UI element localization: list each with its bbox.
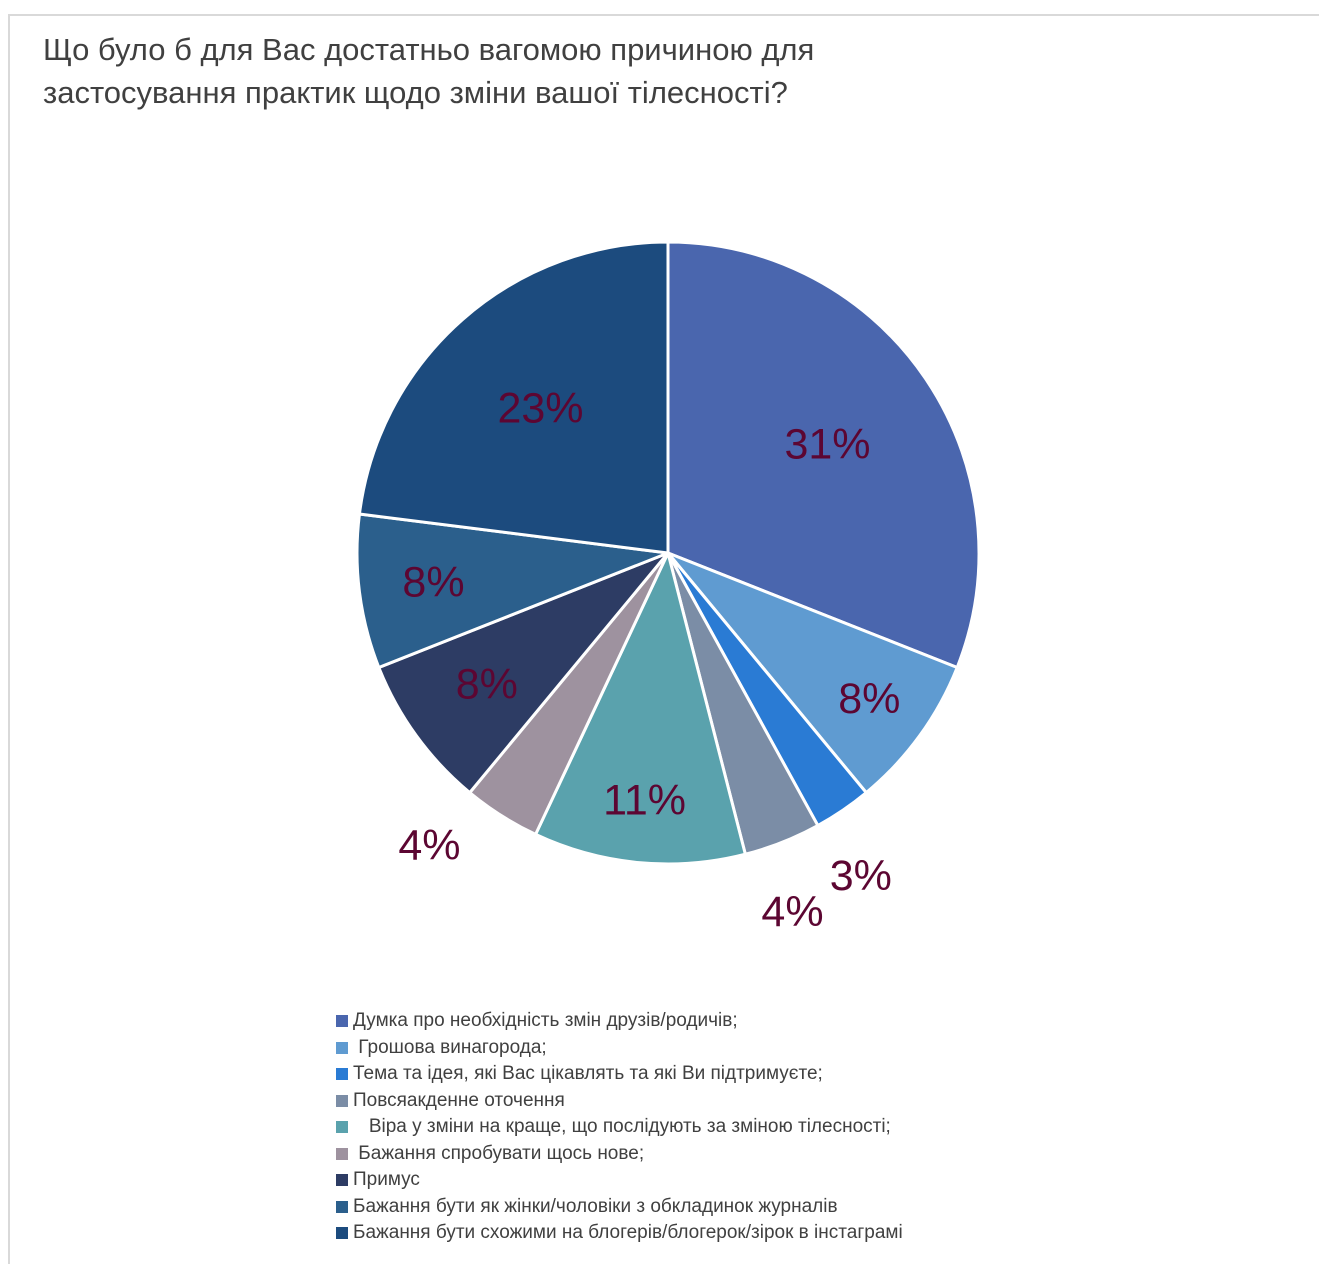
pie-data-label: 31% (784, 421, 870, 469)
pie-slice (357, 240, 670, 555)
legend-label: Грошова винагорода; (353, 1036, 547, 1058)
pie-data-label: 23% (497, 384, 583, 432)
pie-slices (355, 240, 981, 866)
legend-label: Віра у зміни на краще, що послідують за … (353, 1116, 891, 1138)
legend-item: Думка про необхідність змін друзів/родич… (336, 1008, 1236, 1035)
pie-data-label: 11% (603, 777, 686, 825)
pie-data-label: 8% (456, 661, 518, 709)
chart-legend: Думка про необхідність змін друзів/родич… (336, 1008, 1236, 1247)
legend-swatch (336, 1174, 348, 1187)
legend-item: Бажання бути схожими на блогерів/блогеро… (336, 1220, 1236, 1247)
legend-item: Грошова винагорода; (336, 1035, 1236, 1062)
legend-swatch (336, 1094, 348, 1107)
pie-slice (355, 512, 670, 669)
pie-data-label: 8% (402, 559, 464, 607)
legend-label: Повсяакденне оточення (353, 1089, 565, 1111)
pie-data-label: 8% (838, 675, 900, 723)
legend-label: Бажання бути схожими на блогерів/блогеро… (353, 1222, 903, 1244)
legend-swatch (336, 1015, 348, 1028)
legend-swatch (336, 1068, 348, 1081)
pie-slice (666, 551, 959, 795)
legend-label: Бажання бути як жінки/чоловіки з обклади… (353, 1195, 838, 1217)
legend-label: Бажання спробувати щось нове; (353, 1142, 645, 1164)
pie-data-label: 3% (830, 852, 892, 900)
pie-slice (377, 551, 670, 795)
legend-item: Бажання спробувати щось нове; (336, 1141, 1236, 1168)
legend-item: Бажання бути як жінки/чоловіки з обклади… (336, 1194, 1236, 1221)
pie-data-label: 4% (398, 822, 460, 870)
legend-swatch (336, 1121, 348, 1134)
legend-swatch (336, 1147, 348, 1160)
pie-data-label: 4% (761, 888, 823, 936)
legend-item: Повсяакденне оточення (336, 1088, 1236, 1115)
legend-label: Примус (353, 1169, 420, 1191)
pie-slice (534, 551, 747, 866)
legend-item: Віра у зміни на краще, що послідують за … (336, 1114, 1236, 1141)
legend-item: Тема та ідея, які Вас цікавлять та які В… (336, 1061, 1236, 1088)
legend-swatch (336, 1227, 348, 1240)
legend-label: Думка про необхідність змін друзів/родич… (353, 1010, 738, 1032)
legend-swatch (336, 1200, 348, 1213)
legend-label: Тема та ідея, які Вас цікавлять та які В… (353, 1063, 823, 1085)
pie-data-labels: 31%8%3%4%11%4%8%8%23% (398, 384, 900, 936)
legend-swatch (336, 1041, 348, 1054)
chart-title: Що було б для Вас достатньо вагомою прич… (43, 32, 815, 110)
legend-item: Примус (336, 1167, 1236, 1194)
pie-slice (666, 240, 981, 669)
